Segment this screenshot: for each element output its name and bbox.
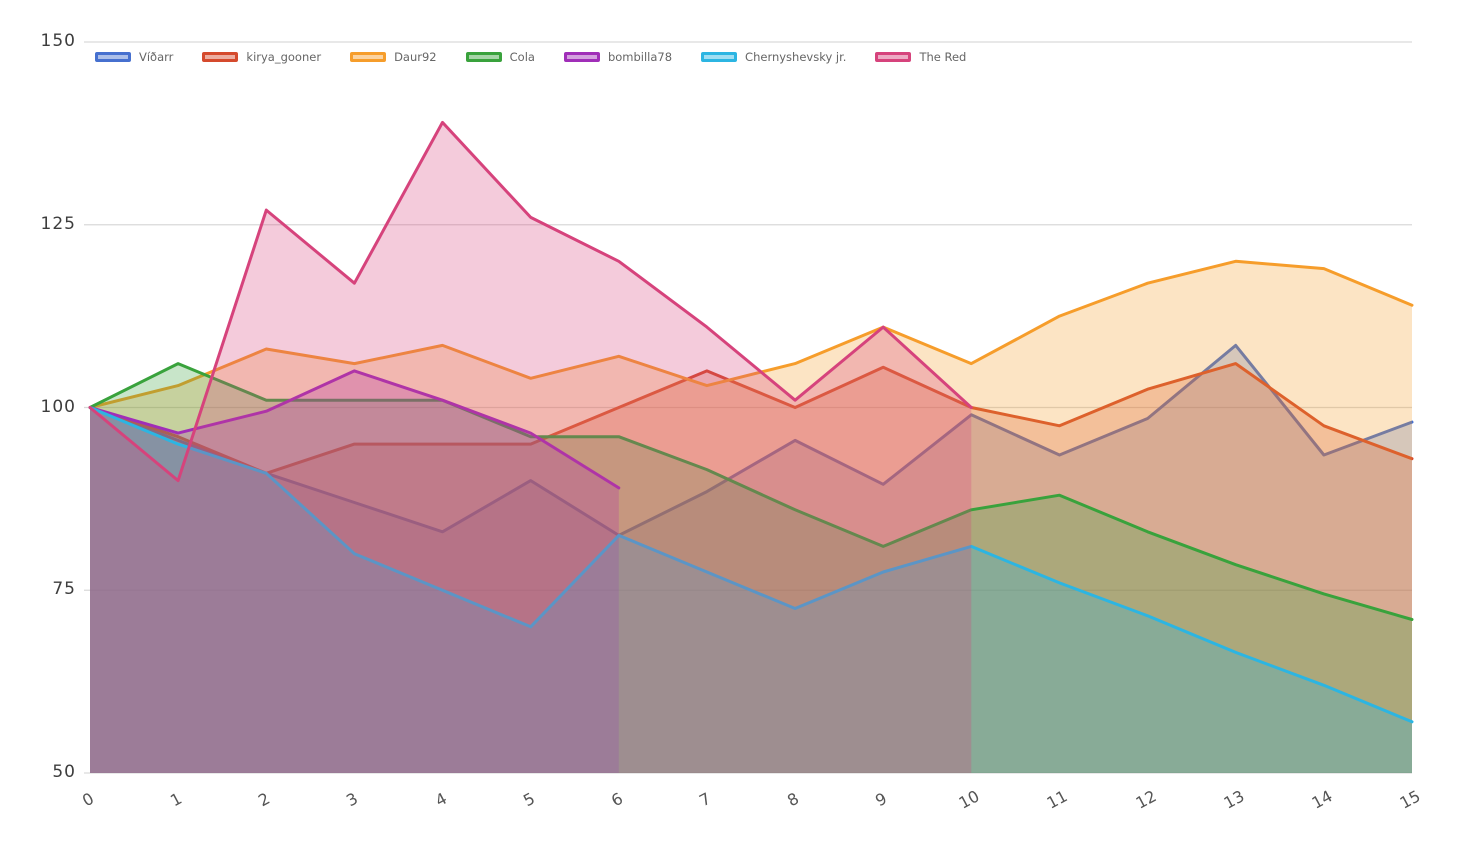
series-line-kirya-gooner <box>88 362 1414 475</box>
y-tick-label-125: 125 <box>40 213 76 234</box>
series-line-the-red <box>88 120 973 483</box>
legend-label-v-arr: Víðarr <box>139 50 174 64</box>
y-tick-label-50: 50 <box>52 762 76 782</box>
legend-item-chernyshevsky-jr[interactable]: Chernyshevsky jr. <box>701 50 846 64</box>
legend-label-the-red: The Red <box>919 50 967 64</box>
legend-label-chernyshevsky-jr: Chernyshevsky jr. <box>745 50 847 64</box>
legend-item-bombilla78[interactable]: bombilla78 <box>563 50 673 64</box>
legend-label-kirya-gooner: kirya_gooner <box>246 50 322 64</box>
series-area-the-red <box>90 122 972 773</box>
legend-item-daur92[interactable]: Daur92 <box>350 50 437 64</box>
legend-swatch-kirya-gooner <box>202 52 239 62</box>
legend-label-daur92: Daur92 <box>394 50 437 64</box>
legend-swatch-daur92 <box>350 52 387 62</box>
series-area-daur92 <box>90 261 1412 773</box>
legend-swatch-bombilla78 <box>563 52 600 62</box>
legend-swatch-the-red <box>875 52 912 62</box>
series-area-kirya-gooner <box>90 363 1412 773</box>
series-area-cola <box>90 363 1412 773</box>
legend-swatch-v-arr <box>95 52 131 62</box>
series-line-chernyshevsky-jr <box>88 406 1414 724</box>
legend-item-kirya-gooner[interactable]: kirya_gooner <box>202 50 321 64</box>
y-tick-label-75: 75 <box>52 579 76 600</box>
legend-item-cola[interactable]: Cola <box>465 50 535 64</box>
chart-legend: Víðarr kirya_gooner Daur92 Cola bombilla78 Ch… <box>95 50 966 64</box>
series-line-daur92 <box>88 259 1414 409</box>
legend-swatch-chernyshevsky-jr <box>701 52 738 62</box>
series-line-cola <box>88 362 1414 621</box>
series-area-v-arr <box>90 345 1412 773</box>
legend-item-the-red[interactable]: The Red <box>875 50 966 64</box>
y-tick-label-100: 100 <box>40 396 76 417</box>
legend-item-v-arr[interactable]: Víðarr <box>95 50 173 64</box>
legend-label-cola: Cola <box>509 50 535 64</box>
series-area-bombilla78 <box>90 370 619 773</box>
series-line-bombilla78 <box>88 369 621 490</box>
legend-swatch-cola <box>465 52 502 62</box>
legend-label-bombilla78: bombilla78 <box>607 50 673 64</box>
y-tick-label-150: 150 <box>40 31 76 51</box>
series-line-v-arr <box>88 343 1414 537</box>
